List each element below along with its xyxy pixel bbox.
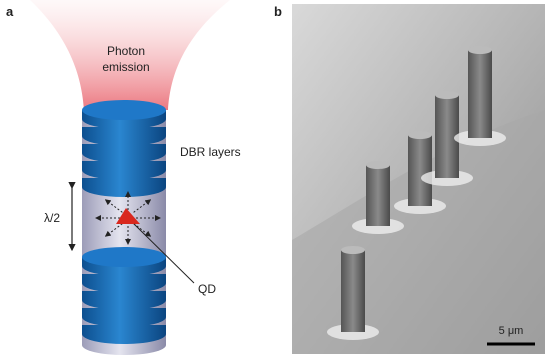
pillar-top <box>408 131 432 139</box>
pillar-top <box>468 46 492 54</box>
emission-label: Photon <box>107 44 145 58</box>
dbr-label: DBR layers <box>180 145 241 159</box>
pillar-top <box>82 100 166 120</box>
qd-label: QD <box>198 282 216 296</box>
pillar-top <box>341 246 365 254</box>
panel-a: a Photon emission DBR layers λ/2 QD <box>6 0 241 355</box>
pillar <box>341 250 365 332</box>
panel-label: a <box>6 4 14 19</box>
pillar-top <box>82 247 166 267</box>
pillar <box>408 135 432 206</box>
emission-label: emission <box>102 60 149 74</box>
scale-bar-label: 5 μm <box>499 325 524 337</box>
pillar-top <box>435 91 459 99</box>
figure: a Photon emission DBR layers λ/2 QD b 5 … <box>0 0 547 358</box>
pillar-top <box>366 161 390 169</box>
panel-b: b 5 μm <box>274 4 545 354</box>
half-wavelength-label: λ/2 <box>44 211 60 225</box>
pillar <box>366 165 390 226</box>
pillar <box>468 50 492 138</box>
panel-label: b <box>274 4 282 19</box>
micropillar <box>82 100 166 355</box>
